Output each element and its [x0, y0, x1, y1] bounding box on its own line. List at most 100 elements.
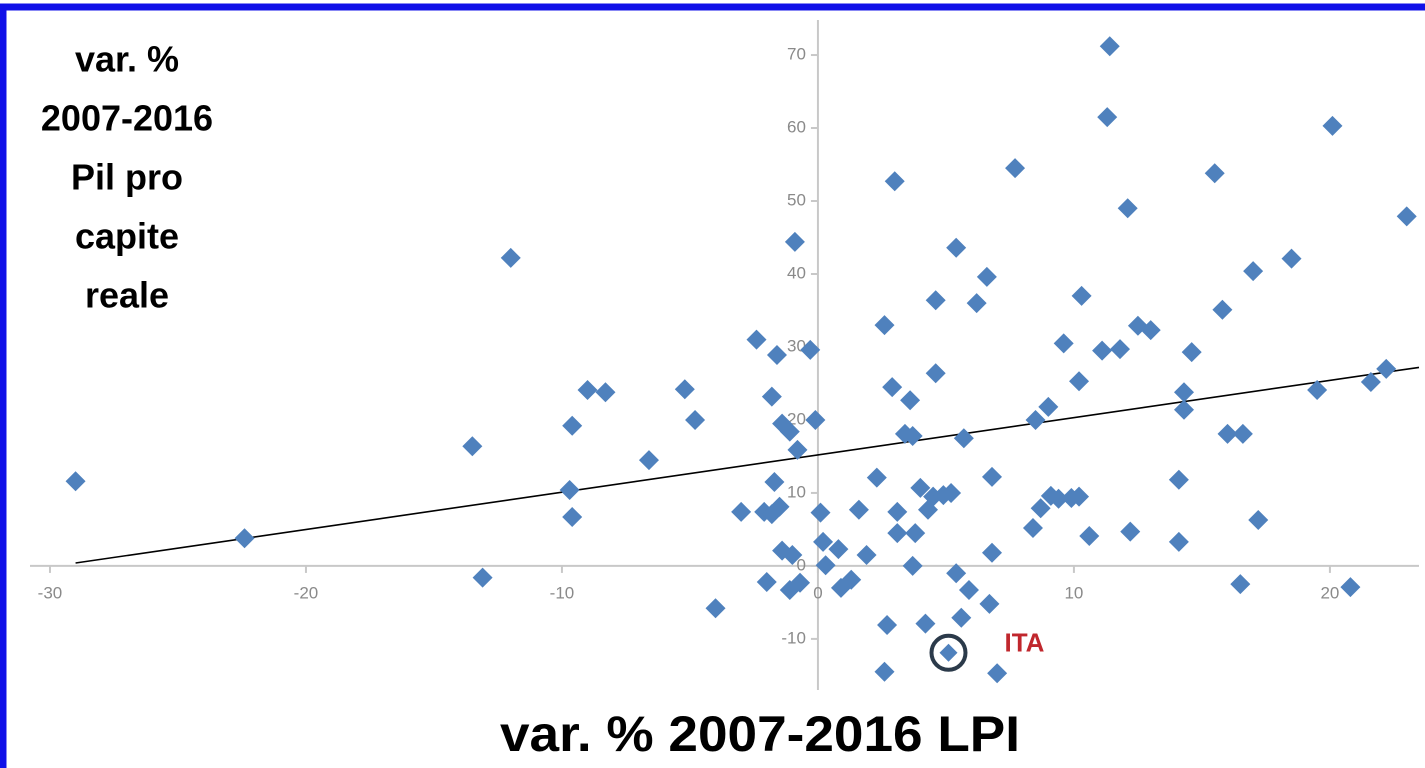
annotation: ITA: [1004, 628, 1044, 658]
point: [1340, 577, 1361, 598]
x-tick-label: -20: [294, 583, 319, 602]
point: [815, 555, 836, 576]
point: [1181, 342, 1202, 363]
point: [1212, 299, 1233, 320]
point: [925, 363, 946, 384]
x-tick-label: 10: [1064, 583, 1083, 602]
point: [882, 377, 903, 398]
point: [562, 415, 583, 436]
point: [982, 466, 1003, 487]
trendline: [75, 366, 1420, 564]
point: [946, 563, 967, 584]
point: [1110, 339, 1131, 360]
point: [761, 386, 782, 407]
point: [1307, 380, 1328, 401]
point: [1243, 261, 1264, 282]
y-axis-label: 2007-2016: [41, 98, 213, 139]
point: [1092, 340, 1113, 361]
x-tick-label: 0: [813, 583, 822, 602]
point: [958, 580, 979, 601]
x-axis-label: var. % 2007-2016 LPI: [500, 706, 1020, 762]
point: [905, 523, 926, 544]
x-tick-label: -10: [550, 583, 575, 602]
point: [766, 345, 787, 365]
point: [1174, 382, 1195, 403]
point: [848, 499, 869, 520]
point: [65, 471, 86, 492]
point: [946, 237, 967, 258]
point: [1322, 115, 1343, 136]
point: [1022, 517, 1043, 538]
point: [234, 528, 255, 549]
point: [866, 467, 887, 488]
point: [1053, 333, 1074, 354]
point: [1120, 521, 1141, 542]
point: [1117, 198, 1138, 219]
point: [874, 661, 895, 682]
point: [1071, 285, 1092, 306]
point: [910, 477, 931, 498]
point: [756, 571, 777, 592]
point: [1079, 526, 1100, 547]
frame: [0, 3, 1425, 768]
point: [939, 643, 958, 662]
y-tick-label: 50: [787, 190, 806, 209]
point: [953, 428, 974, 449]
point: [828, 539, 849, 560]
x-tick-label: 20: [1320, 583, 1339, 602]
point: [1048, 488, 1069, 509]
point: [784, 231, 805, 252]
point: [976, 266, 997, 287]
point: [884, 171, 905, 192]
point: [900, 390, 921, 411]
y-tick-label: 70: [787, 45, 806, 64]
point: [790, 572, 811, 593]
point: [472, 567, 493, 588]
point: [1174, 399, 1195, 420]
point: [705, 598, 726, 619]
point: [941, 482, 962, 503]
point: [731, 501, 752, 522]
point: [966, 293, 987, 314]
point: [577, 380, 598, 401]
point: [595, 382, 616, 403]
y-axis-label: var. %: [75, 39, 179, 80]
point: [1232, 423, 1253, 444]
point: [856, 544, 877, 565]
point: [500, 247, 521, 268]
point: [982, 542, 1003, 563]
point: [1140, 320, 1161, 341]
point: [887, 501, 908, 522]
point: [1038, 396, 1059, 417]
point: [902, 426, 923, 447]
point: [1281, 248, 1302, 269]
point: [638, 450, 659, 471]
point: [787, 439, 808, 460]
point: [1030, 498, 1051, 519]
point: [1396, 206, 1417, 227]
point: [810, 502, 831, 523]
point: [559, 480, 580, 501]
y-tick-label: -10: [781, 628, 806, 647]
y-tick-label: 10: [787, 482, 806, 501]
point: [1099, 36, 1120, 57]
y-tick-label: 60: [787, 118, 806, 137]
point: [1204, 163, 1225, 184]
point: [887, 523, 908, 544]
point: [979, 593, 1000, 614]
x-tick-label: -30: [38, 583, 63, 602]
point: [902, 555, 923, 576]
point: [562, 507, 583, 528]
point: [764, 471, 785, 492]
point: [813, 531, 834, 552]
highlight-ring: [929, 633, 968, 672]
point: [1230, 574, 1251, 595]
y-axis-label: Pil pro: [71, 157, 183, 198]
y-axis-label: capite: [75, 216, 179, 257]
point: [1097, 107, 1118, 128]
point: [951, 607, 972, 628]
point: [1248, 509, 1269, 530]
point: [1069, 486, 1090, 507]
